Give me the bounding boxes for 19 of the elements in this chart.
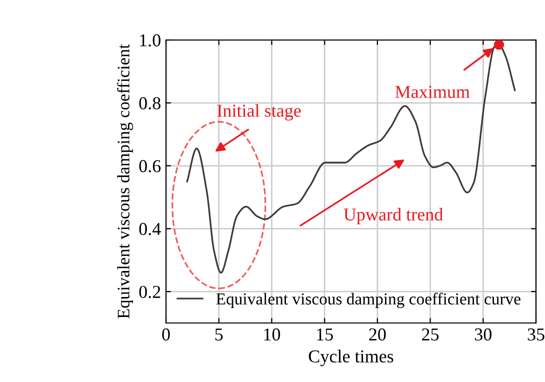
x-tick-label: 15	[317, 328, 333, 341]
legend-label: Equivalent viscous damping coefficient curve	[216, 292, 520, 308]
x-axis-title: Cycle times	[308, 350, 394, 366]
y-tick-label: 0.6	[139, 160, 161, 172]
y-tick-label: 0.2	[139, 286, 160, 298]
x-tick-label: 5	[215, 328, 223, 341]
x-tick-label: 35	[528, 328, 544, 341]
x-tick-label: 10	[264, 328, 280, 341]
annotation: Maximum	[395, 86, 470, 98]
y-axis-title: Equivalent viscous damping coefficient	[117, 44, 134, 318]
x-tick-label: 30	[474, 328, 492, 341]
x-tick-label: 0	[162, 328, 170, 341]
y-tick-label: 1.0	[140, 34, 160, 47]
x-tick-label: 25	[422, 328, 439, 341]
y-tick-label: 0.8	[139, 97, 160, 110]
annotation: Initial stage	[217, 104, 301, 121]
annotation: Upward trend	[344, 208, 443, 224]
x-tick-label: 20	[369, 328, 386, 341]
y-tick-label: 0.4	[139, 222, 161, 236]
